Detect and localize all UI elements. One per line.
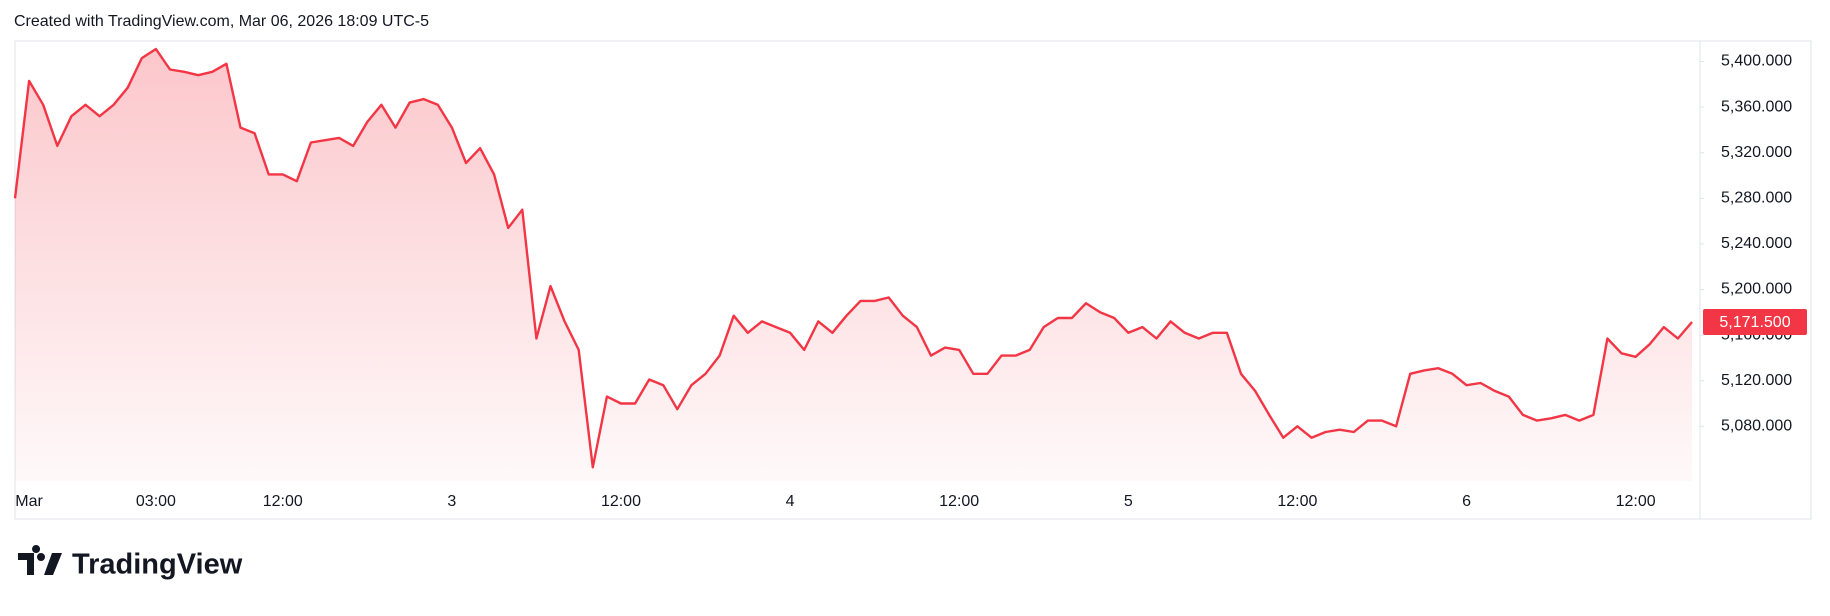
logo-icon — [18, 545, 41, 575]
logo: TradingView — [18, 545, 243, 581]
y-tick-label: 5,240.000 — [1721, 235, 1792, 252]
x-tick-label: 12:00 — [1277, 493, 1317, 510]
x-tick-label: 12:00 — [601, 493, 641, 510]
last-price-badge — [1703, 308, 1807, 335]
y-tick-label: 5,200.000 — [1721, 281, 1792, 298]
x-tick-label: 3 — [447, 493, 456, 510]
x-tick-label: 12:00 — [1616, 493, 1656, 510]
x-tick-label: 12:00 — [263, 493, 303, 510]
x-tick-label: 4 — [786, 493, 795, 510]
area-fill — [15, 49, 1692, 481]
y-tick-label: 5,320.000 — [1721, 144, 1792, 161]
logo-icon-dot — [37, 553, 45, 561]
y-tick-label: 5,400.000 — [1721, 53, 1792, 70]
last-price-label: 5,171.500 — [1719, 314, 1790, 331]
y-tick-label: 5,080.000 — [1721, 418, 1792, 435]
header-text: Created with TradingView.com, Mar 06, 20… — [14, 13, 429, 30]
y-tick-label: 5,360.000 — [1721, 98, 1792, 115]
x-tick-label: Mar — [15, 493, 43, 510]
logo-text: TradingView — [72, 549, 243, 581]
x-tick-label: 5 — [1124, 493, 1133, 510]
y-tick-label: 5,280.000 — [1721, 190, 1792, 207]
x-tick-label: 12:00 — [939, 493, 979, 510]
logo-icon-slash — [44, 553, 62, 575]
x-tick-label: 6 — [1462, 493, 1471, 510]
price-line — [13, 47, 1693, 469]
x-tick-label: 03:00 — [136, 493, 176, 510]
y-tick-label: 5,120.000 — [1721, 372, 1792, 389]
